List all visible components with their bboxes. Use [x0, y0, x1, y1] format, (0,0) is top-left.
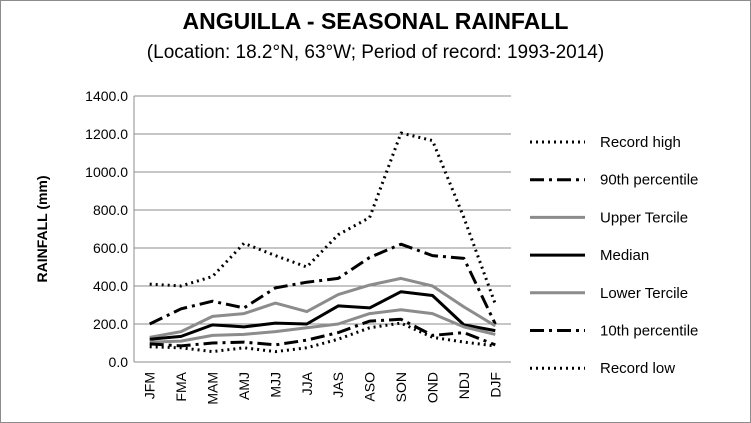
- y-tick-label: 400.0: [93, 278, 128, 294]
- x-tick-label: JJA: [299, 371, 315, 395]
- legend-label: Upper Tercile: [600, 209, 688, 226]
- y-tick-label: 600.0: [93, 240, 128, 256]
- series-line-90th-percentile: [149, 242, 497, 326]
- y-tick-label: 1000.0: [85, 164, 128, 180]
- x-tick-label: OND: [424, 372, 440, 403]
- chart-subtitle: (Location: 18.2°N, 63°W; Period of recor…: [146, 42, 605, 63]
- y-tick-label: 1400.0: [85, 88, 128, 104]
- x-tick-label: SON: [393, 372, 409, 402]
- x-tick-labels: JFM FMA MAM AMJ MJJ JJA JAS ASO SON OND NDJ DJF: [142, 371, 504, 404]
- x-tick-label: JAS: [330, 372, 346, 398]
- chart-title: ANGUILLA - SEASONAL RAINFALL: [182, 8, 569, 34]
- x-tick-label: MAM: [205, 372, 221, 405]
- x-tick-label: MJJ: [267, 372, 283, 398]
- y-tick-label: 1200.0: [85, 126, 128, 142]
- x-tick-label: AMJ: [236, 372, 252, 400]
- x-tick-label: JFM: [142, 372, 158, 399]
- y-axis-label: RAINFALL (mm): [34, 175, 50, 282]
- y-tick-labels: 0.0 200.0 400.0 600.0 800.0 1000.0 1200.0 1400.…: [85, 88, 128, 370]
- series-line-record-low: [149, 321, 496, 354]
- x-tick-label: NDJ: [456, 372, 472, 399]
- series-line-record-high: [149, 131, 497, 305]
- legend-label: Record high: [600, 134, 681, 151]
- legend-label: Median: [600, 247, 649, 264]
- series-line-median: [149, 290, 496, 341]
- series-line-10th-percentile: [149, 317, 496, 348]
- x-tick-label: FMA: [173, 371, 189, 401]
- series-lines: [149, 131, 497, 354]
- legend-label: 10th percentile: [600, 323, 698, 340]
- series-line-lower-tercile: [149, 308, 496, 344]
- legend-label: 90th percentile: [600, 172, 698, 189]
- y-tick-label: 200.0: [93, 316, 128, 332]
- legend-label: Lower Tercile: [600, 285, 688, 302]
- grid-lines: [133, 95, 511, 363]
- x-tick-label: DJF: [487, 372, 503, 398]
- legend: Record high 90th percentile Upper Tercile M…: [530, 134, 698, 377]
- legend-label: Record low: [600, 360, 675, 377]
- series-line-upper-tercile: [149, 276, 497, 339]
- y-tick-label: 0.0: [109, 354, 129, 370]
- y-tick-label: 800.0: [93, 202, 128, 218]
- x-tick-label: ASO: [362, 372, 378, 402]
